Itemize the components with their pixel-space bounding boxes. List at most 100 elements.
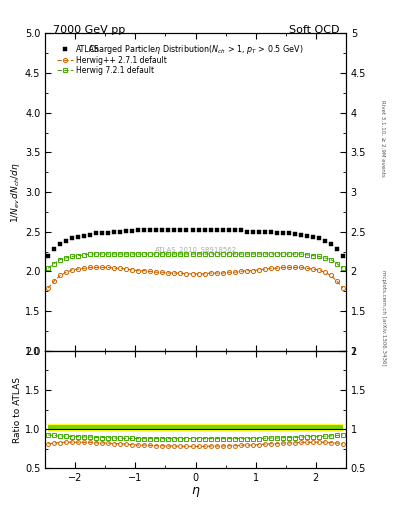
Herwig 7.2.1 default bbox=[130, 251, 135, 257]
Text: Soft QCD: Soft QCD bbox=[290, 25, 340, 35]
Herwig++ 2.7.1 default bbox=[130, 267, 135, 273]
ATLAS bbox=[208, 227, 213, 233]
Herwig 7.2.1 default bbox=[178, 251, 183, 257]
Herwig 7.2.1 default bbox=[316, 253, 321, 260]
Herwig 7.2.1 default bbox=[64, 255, 69, 261]
Herwig 7.2.1 default bbox=[286, 251, 291, 257]
Herwig++ 2.7.1 default bbox=[208, 270, 213, 276]
Herwig++ 2.7.1 default bbox=[46, 285, 51, 291]
ATLAS bbox=[196, 227, 201, 233]
ATLAS bbox=[340, 252, 345, 259]
Herwig++ 2.7.1 default bbox=[310, 266, 315, 272]
ATLAS bbox=[172, 227, 177, 233]
ATLAS bbox=[148, 227, 153, 233]
Herwig 7.2.1 default bbox=[305, 252, 309, 258]
Herwig++ 2.7.1 default bbox=[172, 270, 177, 276]
Herwig 7.2.1 default bbox=[310, 252, 315, 259]
Herwig 7.2.1 default bbox=[256, 251, 261, 257]
ATLAS bbox=[58, 241, 62, 247]
Herwig 7.2.1 default bbox=[208, 251, 213, 257]
Herwig 7.2.1 default bbox=[214, 251, 219, 257]
ATLAS bbox=[268, 229, 273, 235]
Herwig 7.2.1 default bbox=[88, 251, 93, 257]
ATLAS bbox=[124, 228, 129, 234]
Herwig 7.2.1 default bbox=[100, 251, 105, 257]
ATLAS bbox=[310, 234, 315, 241]
Herwig 7.2.1 default bbox=[262, 251, 267, 257]
Herwig 7.2.1 default bbox=[322, 255, 327, 261]
Herwig++ 2.7.1 default bbox=[268, 265, 273, 271]
Herwig 7.2.1 default bbox=[94, 251, 99, 257]
Herwig++ 2.7.1 default bbox=[160, 269, 165, 275]
Herwig++ 2.7.1 default bbox=[154, 269, 159, 275]
Y-axis label: $1/N_{ev}\,dN_{ch}/d\eta$: $1/N_{ev}\,dN_{ch}/d\eta$ bbox=[9, 161, 22, 223]
Herwig++ 2.7.1 default bbox=[322, 269, 327, 275]
ATLAS bbox=[214, 227, 219, 233]
ATLAS bbox=[316, 235, 321, 241]
ATLAS bbox=[160, 227, 165, 233]
Herwig 7.2.1 default bbox=[250, 251, 255, 257]
ATLAS bbox=[280, 230, 285, 237]
Line: Herwig 7.2.1 default: Herwig 7.2.1 default bbox=[46, 252, 345, 270]
Herwig 7.2.1 default bbox=[280, 251, 285, 257]
ATLAS bbox=[286, 230, 291, 237]
Herwig 7.2.1 default bbox=[268, 251, 273, 257]
Text: Charged Particle$\eta$ Distribution($N_{ch}$ > 1, $p_{T}$ > 0.5 GeV): Charged Particle$\eta$ Distribution($N_{… bbox=[88, 43, 303, 56]
Herwig++ 2.7.1 default bbox=[232, 269, 237, 275]
Herwig 7.2.1 default bbox=[238, 251, 243, 257]
ATLAS bbox=[322, 238, 327, 244]
ATLAS bbox=[166, 227, 171, 233]
ATLAS bbox=[226, 227, 231, 233]
Herwig 7.2.1 default bbox=[124, 251, 129, 257]
ATLAS bbox=[190, 227, 195, 233]
Herwig 7.2.1 default bbox=[46, 265, 51, 271]
ATLAS bbox=[136, 227, 141, 233]
ATLAS bbox=[238, 227, 243, 233]
Herwig 7.2.1 default bbox=[244, 251, 249, 257]
Herwig++ 2.7.1 default bbox=[286, 264, 291, 270]
ATLAS bbox=[178, 227, 183, 233]
Herwig 7.2.1 default bbox=[298, 251, 303, 257]
ATLAS bbox=[298, 232, 303, 238]
ATLAS bbox=[142, 227, 147, 233]
ATLAS bbox=[46, 252, 51, 259]
Herwig 7.2.1 default bbox=[106, 251, 111, 257]
Herwig++ 2.7.1 default bbox=[250, 268, 255, 274]
Herwig++ 2.7.1 default bbox=[178, 270, 183, 276]
Herwig++ 2.7.1 default bbox=[244, 268, 249, 274]
Herwig++ 2.7.1 default bbox=[142, 268, 147, 274]
Herwig++ 2.7.1 default bbox=[202, 271, 207, 277]
ATLAS bbox=[184, 227, 189, 233]
Herwig 7.2.1 default bbox=[196, 251, 201, 257]
Herwig++ 2.7.1 default bbox=[256, 267, 261, 273]
ATLAS bbox=[70, 235, 75, 241]
Herwig++ 2.7.1 default bbox=[112, 265, 117, 271]
Herwig 7.2.1 default bbox=[154, 251, 159, 257]
Herwig 7.2.1 default bbox=[329, 257, 333, 263]
ATLAS bbox=[232, 227, 237, 233]
Herwig 7.2.1 default bbox=[76, 252, 81, 259]
ATLAS bbox=[262, 229, 267, 235]
ATLAS bbox=[112, 229, 117, 235]
ATLAS bbox=[244, 229, 249, 235]
Herwig 7.2.1 default bbox=[166, 251, 171, 257]
Herwig 7.2.1 default bbox=[52, 261, 57, 267]
Legend: ATLAS, Herwig++ 2.7.1 default, Herwig 7.2.1 default: ATLAS, Herwig++ 2.7.1 default, Herwig 7.… bbox=[55, 44, 169, 77]
ATLAS bbox=[64, 238, 69, 244]
Herwig++ 2.7.1 default bbox=[190, 271, 195, 277]
ATLAS bbox=[76, 234, 81, 241]
Line: Herwig++ 2.7.1 default: Herwig++ 2.7.1 default bbox=[46, 265, 345, 290]
Herwig 7.2.1 default bbox=[70, 253, 75, 260]
Herwig++ 2.7.1 default bbox=[280, 264, 285, 270]
ATLAS bbox=[94, 230, 99, 237]
ATLAS bbox=[305, 232, 309, 239]
Text: ATLAS_2010_S8918562: ATLAS_2010_S8918562 bbox=[154, 246, 237, 252]
Text: mcplots.cern.ch [arXiv:1306.3436]: mcplots.cern.ch [arXiv:1306.3436] bbox=[381, 270, 386, 365]
Herwig 7.2.1 default bbox=[148, 251, 153, 257]
Herwig++ 2.7.1 default bbox=[166, 270, 171, 276]
ATLAS bbox=[100, 230, 105, 237]
Herwig++ 2.7.1 default bbox=[82, 265, 86, 271]
Herwig++ 2.7.1 default bbox=[106, 264, 111, 270]
Herwig 7.2.1 default bbox=[274, 251, 279, 257]
Herwig 7.2.1 default bbox=[334, 261, 339, 267]
